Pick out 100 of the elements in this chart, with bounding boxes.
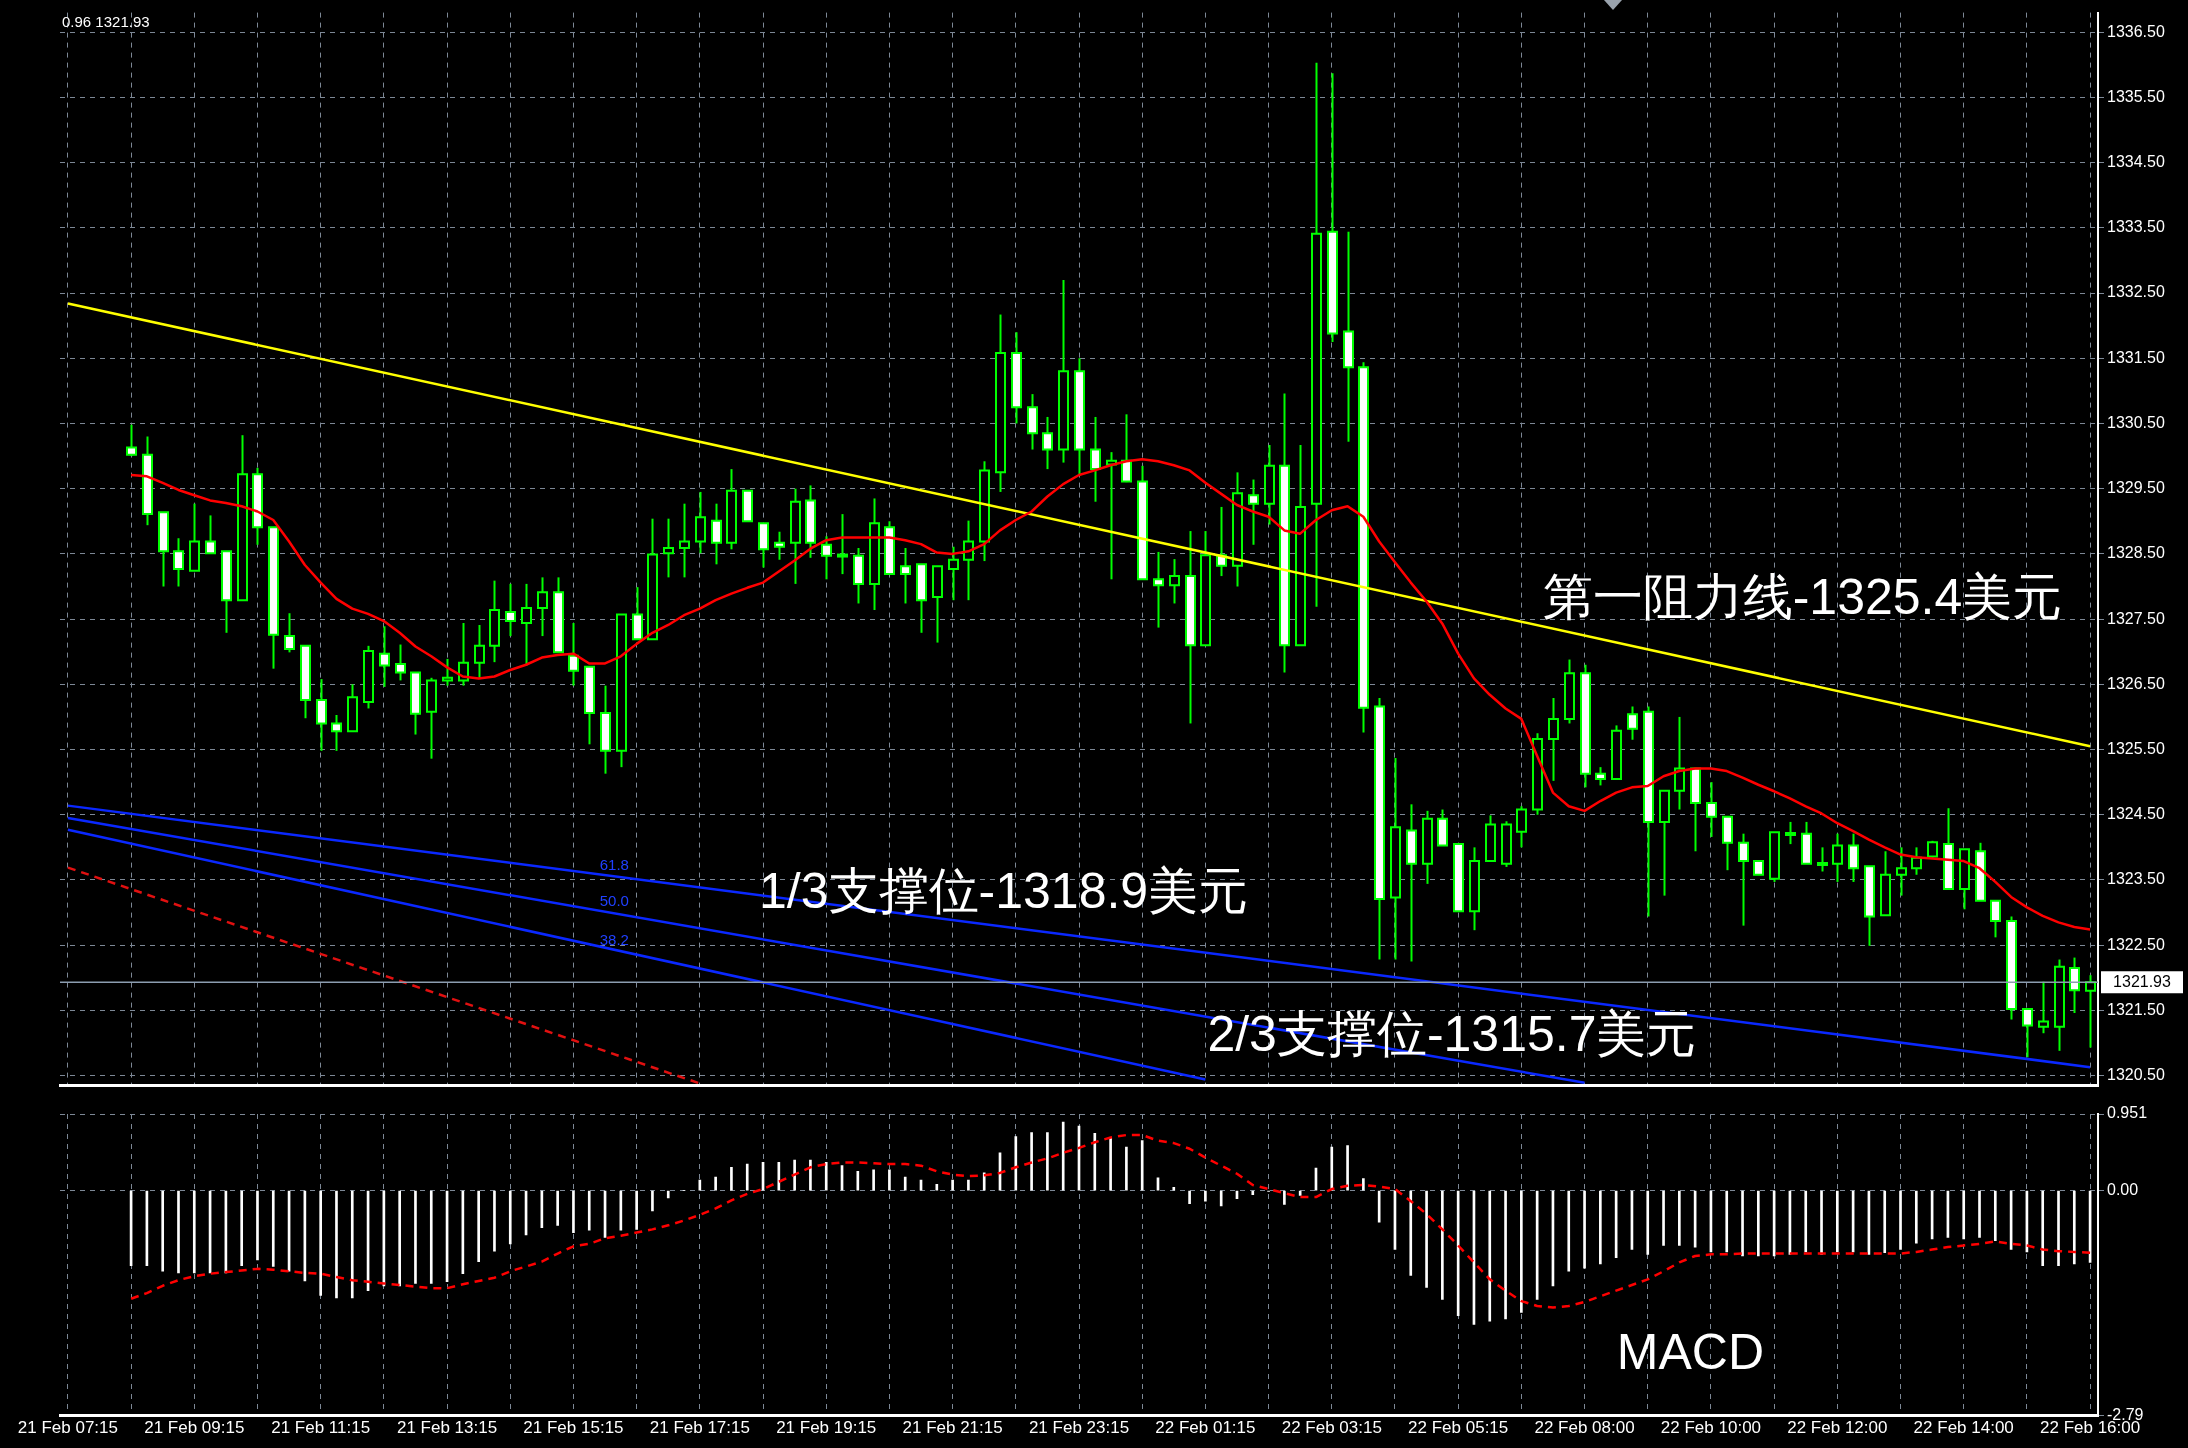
y-tick-label: 1323.50 [2107,870,2165,888]
candlestick [1896,846,1907,897]
bar [856,1170,860,1191]
candlestick [395,643,406,682]
candlestick [1516,805,1527,849]
candlestick [316,678,327,752]
x-tick-label: 22 Feb 03:15 [1281,1418,1382,1438]
y-tick-label: 1333.50 [2107,218,2165,236]
candlestick [205,514,216,555]
x-tick-label: 21 Feb 17:15 [649,1418,750,1438]
bar [1093,1133,1097,1191]
bar [1204,1190,1207,1202]
x-tick-label: 21 Feb 07:15 [17,1418,118,1438]
bar [1409,1190,1413,1276]
bar [350,1190,354,1299]
bar [1488,1190,1492,1322]
bar [1757,1190,1760,1257]
bar [635,1190,638,1230]
bar [1030,1132,1033,1191]
y-tick-label: 1327.50 [2107,609,2165,627]
bar [982,1172,986,1191]
bar [1993,1190,1997,1241]
bar [1599,1190,1602,1265]
bar [1219,1190,1223,1207]
bar [1567,1190,1571,1272]
x-tick-label: 22 Feb 05:15 [1408,1418,1509,1438]
bar [1188,1190,1191,1204]
candlestick [2038,980,2049,1035]
bar [587,1190,591,1231]
bar [1883,1190,1887,1254]
candlestick [1817,846,1828,873]
bar [319,1190,322,1296]
candlestick [379,625,390,688]
y-tick-label: 1328.50 [2107,544,2165,562]
candlestick [1832,832,1843,883]
bar [777,1162,781,1191]
x-tick-label: 21 Feb 21:15 [902,1418,1003,1438]
candlestick [663,517,674,579]
candlestick [821,535,832,581]
bar [1172,1187,1176,1191]
candlestick [1706,781,1717,838]
candlestick [837,513,848,576]
annotation: 38.2 [599,930,629,948]
y-tick-label: 0.951 [2107,1104,2148,1122]
bar [1914,1190,1918,1244]
candlestick [568,622,579,687]
bar [651,1190,654,1212]
bar [240,1190,244,1266]
bar [2072,1190,2076,1265]
bar [1646,1190,1650,1255]
bar [2057,1190,2060,1266]
bar [1377,1190,1381,1223]
bar [1330,1146,1334,1191]
candlestick [711,502,722,566]
x-tick-label: 21 Feb 13:15 [396,1418,498,1438]
candlestick [1738,832,1749,927]
candlestick [537,576,548,638]
bar [429,1190,433,1284]
x-tick-label: 21 Feb 23:15 [1028,1418,1130,1438]
candlestick [1848,832,1859,883]
bar [1962,1190,1966,1240]
y-tick-label: 1320.50 [2107,1066,2165,1084]
candlestick [2085,974,2096,1049]
line-series [129,1133,2092,1309]
y-tick-label: 1335.50 [2107,87,2165,105]
bar [572,1190,575,1233]
bar [2041,1190,2045,1266]
bar [1520,1190,1523,1313]
bar [1298,1190,1302,1196]
bar [477,1190,480,1262]
y-tick-label: 1329.50 [2107,479,2165,497]
bar [824,1162,828,1191]
y-tick-label: 1334.50 [2107,153,2165,170]
bar [1662,1190,1665,1246]
bar [414,1190,417,1284]
y-tick-label: 1321.50 [2107,1000,2165,1018]
annotation: 61.8 [599,855,629,873]
bar [1346,1145,1349,1191]
bar [666,1190,670,1199]
bar [730,1166,733,1191]
bar [1425,1190,1428,1288]
y-tick-label: 1325.50 [2107,739,2165,757]
candlestick [126,423,137,458]
bar [1125,1146,1128,1191]
candlestick [284,612,295,654]
y-tick-label: 1324.50 [2107,805,2165,823]
bar [556,1190,559,1226]
candlestick [1785,820,1796,846]
annotation: 50.0 [599,892,629,910]
candlestick [442,657,453,687]
candlestick [1153,550,1164,629]
candlestick [173,537,184,588]
bar [1061,1121,1065,1191]
x-tick-label: 21 Feb 19:15 [776,1418,877,1438]
bar [1140,1140,1144,1191]
y-tick-label: 1326.50 [2107,674,2165,692]
candlestick [900,547,911,605]
bar [493,1190,496,1252]
bar [271,1190,275,1267]
candlestick [331,713,342,752]
